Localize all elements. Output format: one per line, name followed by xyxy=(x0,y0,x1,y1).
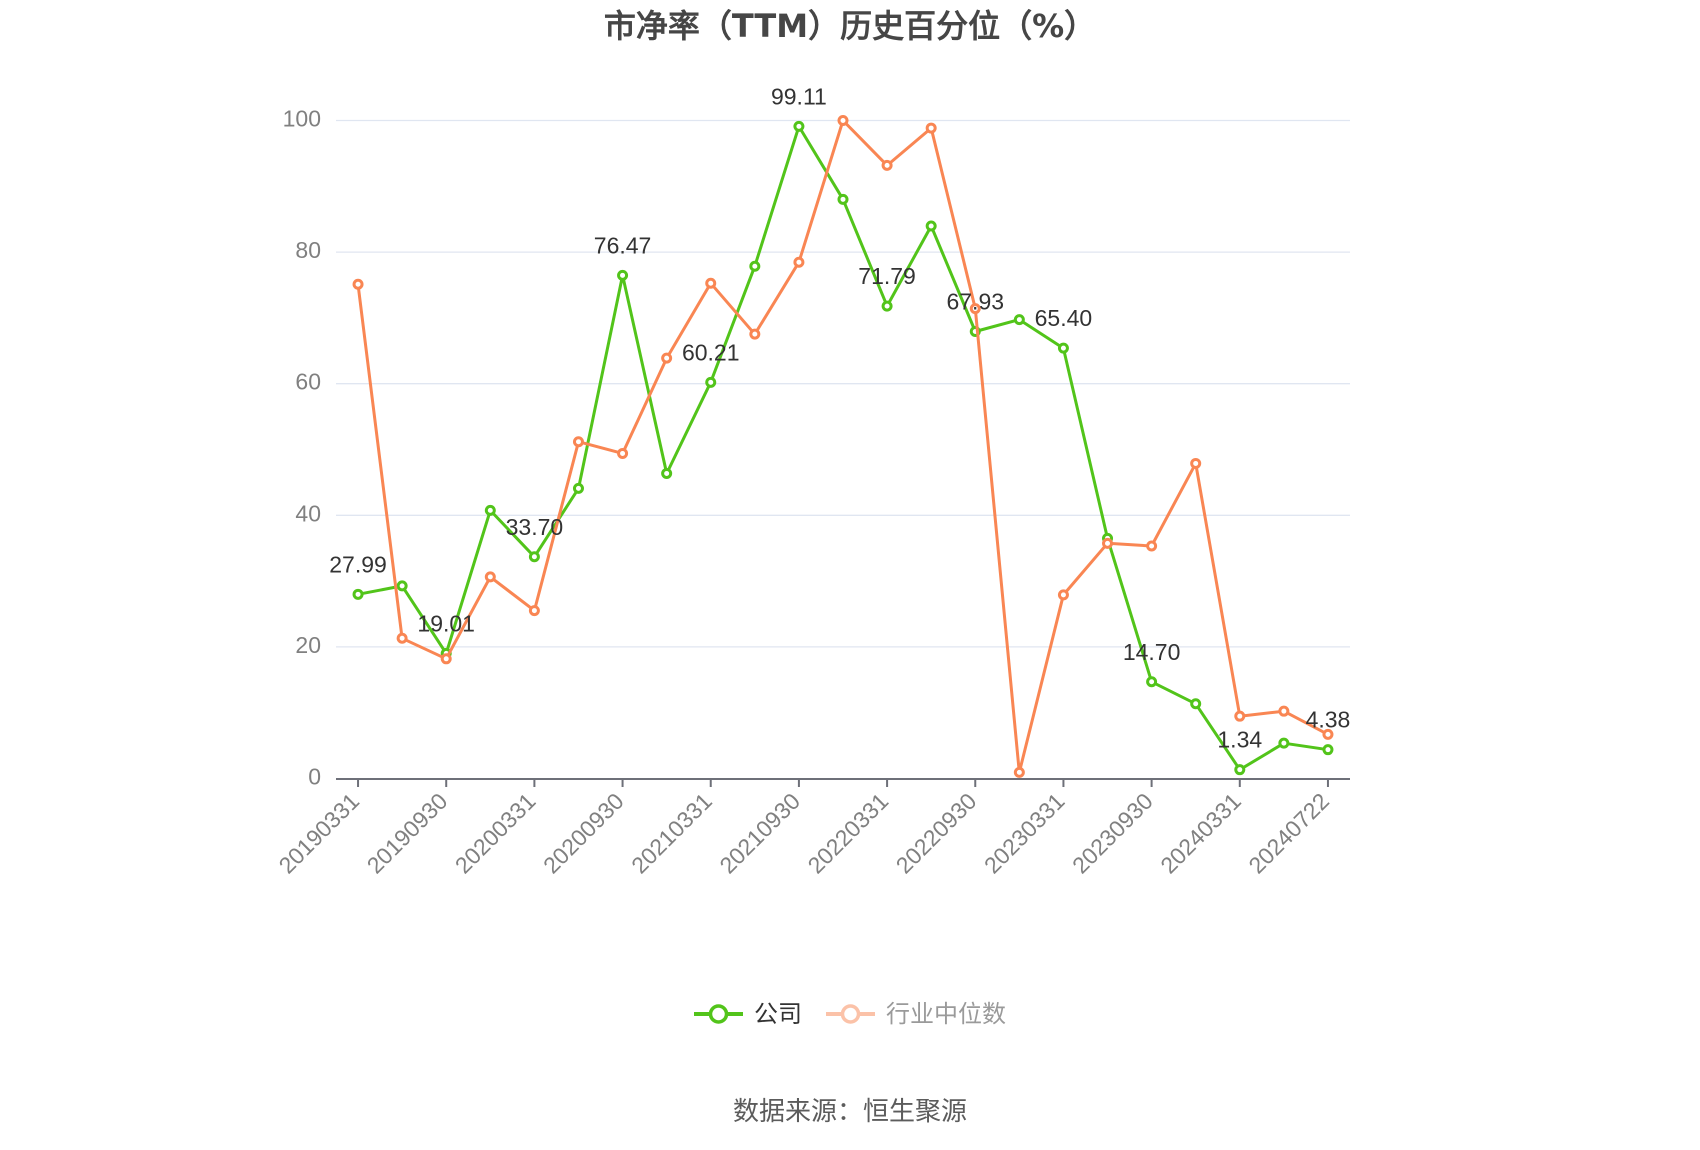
data-point[interactable] xyxy=(837,193,849,205)
data-label: 67.93 xyxy=(946,289,1004,315)
data-point[interactable] xyxy=(484,504,496,516)
data-point[interactable] xyxy=(793,120,805,132)
x-tick-label: 20230331 xyxy=(979,788,1070,879)
legend-label: 公司 xyxy=(754,1000,802,1028)
data-point[interactable] xyxy=(705,376,717,388)
x-tick-label: 20200331 xyxy=(450,788,541,879)
y-tick-label: 20 xyxy=(295,632,321,658)
data-label: 14.70 xyxy=(1123,639,1181,665)
legend-item-company[interactable]: 公司 xyxy=(694,996,802,1032)
data-point[interactable] xyxy=(528,551,540,563)
data-point[interactable] xyxy=(1322,728,1334,740)
data-label: 99.11 xyxy=(771,83,827,109)
data-point[interactable] xyxy=(661,467,673,479)
data-labels: 27.99 19.01 33.70 76.47 60.21 99.11 71.79 67.93… xyxy=(329,83,1350,752)
legend-item-industry-median[interactable]: 行业中位数 xyxy=(826,996,1006,1032)
data-label: 60.21 xyxy=(682,339,740,365)
chart-legend: 公司 行业中位数 xyxy=(0,996,1700,1032)
y-axis: 0 20 40 60 80 100 xyxy=(283,106,321,790)
chart-title: 市净率（TTM）历史百分位（%） xyxy=(603,7,1097,45)
data-point[interactable] xyxy=(925,220,937,232)
data-label: 4.38 xyxy=(1306,707,1351,733)
x-tick-label: 20210331 xyxy=(626,788,717,879)
x-tick-label: 20190930 xyxy=(362,788,453,879)
data-label: 76.47 xyxy=(594,232,652,258)
data-point[interactable] xyxy=(749,328,761,340)
data-point[interactable] xyxy=(396,580,408,592)
data-point[interactable] xyxy=(1013,766,1025,778)
data-point[interactable] xyxy=(617,447,629,459)
data-point[interactable] xyxy=(1102,537,1114,549)
series-line xyxy=(356,119,1330,774)
data-point[interactable] xyxy=(1057,342,1069,354)
data-point[interactable] xyxy=(1278,705,1290,717)
legend-label: 行业中位数 xyxy=(886,1000,1006,1028)
data-point[interactable] xyxy=(396,632,408,644)
data-label: 33.70 xyxy=(506,514,564,540)
data-point[interactable] xyxy=(1146,540,1158,552)
data-point[interactable] xyxy=(661,352,673,364)
data-point[interactable] xyxy=(1190,457,1202,469)
data-point[interactable] xyxy=(352,278,364,290)
data-point[interactable] xyxy=(1057,589,1069,601)
data-point[interactable] xyxy=(1190,698,1202,710)
x-tick-label: 20220331 xyxy=(803,788,894,879)
data-label: 1.34 xyxy=(1217,727,1262,753)
data-point[interactable] xyxy=(1278,737,1290,749)
data-point[interactable] xyxy=(837,115,849,126)
x-tick-label: 20230930 xyxy=(1067,788,1158,879)
x-tick-label: 20200930 xyxy=(538,788,629,879)
y-tick-label: 40 xyxy=(295,500,321,526)
x-tick-label: 20240722 xyxy=(1243,788,1334,879)
data-label: 65.40 xyxy=(1035,305,1093,331)
data-point[interactable] xyxy=(528,605,540,617)
x-tick-label: 20210930 xyxy=(714,788,805,879)
data-label: 27.99 xyxy=(329,551,387,577)
data-point[interactable] xyxy=(484,571,496,583)
x-tick-label: 20220930 xyxy=(891,788,982,879)
data-point[interactable] xyxy=(925,122,937,134)
x-axis: 2019033120190930202003312020093020210331… xyxy=(273,778,1350,879)
y-tick-label: 80 xyxy=(295,237,321,263)
data-point[interactable] xyxy=(705,277,717,289)
x-tick-label: 20190331 xyxy=(273,788,364,879)
data-point[interactable] xyxy=(881,300,893,312)
data-point[interactable] xyxy=(749,260,761,272)
data-point[interactable] xyxy=(352,588,364,600)
data-point[interactable] xyxy=(1322,744,1334,756)
data-point[interactable] xyxy=(440,653,452,665)
data-point[interactable] xyxy=(1234,764,1246,776)
data-point[interactable] xyxy=(1234,710,1246,722)
y-gridlines xyxy=(336,119,1350,648)
x-tick-label: 20240331 xyxy=(1155,788,1246,879)
data-label: 71.79 xyxy=(858,263,916,289)
data-point[interactable] xyxy=(617,269,629,281)
data-point[interactable] xyxy=(881,159,893,171)
data-source-note: 数据来源：恒生聚源 xyxy=(732,1097,967,1127)
data-point[interactable] xyxy=(572,436,584,448)
y-tick-label: 100 xyxy=(283,106,321,132)
data-label: 19.01 xyxy=(417,610,475,636)
data-point[interactable] xyxy=(793,256,805,268)
data-point[interactable] xyxy=(572,482,584,494)
data-point[interactable] xyxy=(1146,676,1158,688)
series-line xyxy=(356,124,1330,772)
y-tick-label: 60 xyxy=(295,369,321,395)
data-point[interactable] xyxy=(1013,314,1025,326)
line-circle-icon xyxy=(694,1004,743,1024)
y-tick-label: 0 xyxy=(308,764,321,790)
series-company xyxy=(352,120,1334,776)
series-industry-median xyxy=(352,115,1334,778)
data-point[interactable] xyxy=(969,303,981,315)
line-circle-icon xyxy=(826,1004,875,1024)
